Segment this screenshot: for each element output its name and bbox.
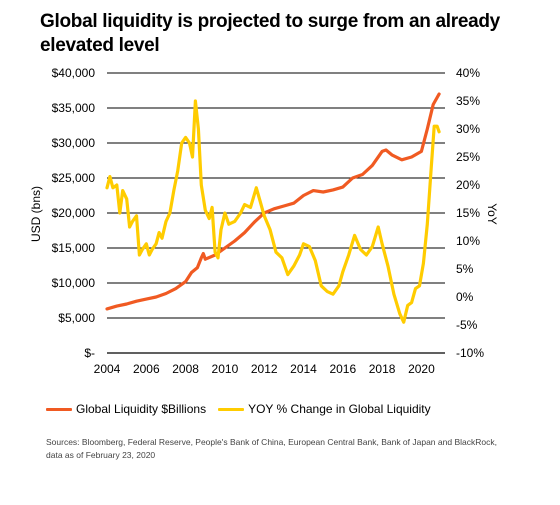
y-tick-label: $20,000	[52, 206, 96, 220]
x-tick-label: 2010	[212, 362, 239, 376]
x-tick-label: 2008	[172, 362, 199, 376]
y2-tick-label: 40%	[456, 66, 480, 80]
y-tick-label: $40,000	[52, 66, 96, 80]
y-tick-label: $15,000	[52, 241, 96, 255]
y-tick-label: $10,000	[52, 276, 96, 290]
legend-swatch-liquidity	[46, 407, 72, 411]
chart-title: Global liquidity is projected to surge f…	[40, 11, 500, 56]
left-axis-ticks: $- $5,000 $10,000 $15,000 $20,000 $25,000 $30,…	[52, 66, 96, 360]
x-tick-label: 2012	[251, 362, 278, 376]
y-tick-label: $5,000	[58, 311, 95, 325]
y2-tick-label: 15%	[456, 206, 480, 220]
x-tick-label: 2014	[290, 362, 317, 376]
left-axis-title: USD (bns)	[29, 186, 43, 242]
y2-tick-label: 35%	[456, 94, 480, 108]
legend-item-yoy: YOY % Change in Global Liquidity	[218, 402, 431, 416]
y2-tick-label: -10%	[456, 346, 484, 360]
series-line-yoy	[105, 99, 441, 324]
legend-swatch-yoy	[218, 407, 245, 411]
source-note: Sources: Bloomberg, Federal Reserve, Peo…	[46, 437, 497, 460]
y2-tick-label: 20%	[456, 178, 480, 192]
x-tick-label: 2016	[329, 362, 356, 376]
legend: Global Liquidity $Billions YOY % Change …	[46, 402, 443, 416]
x-tick-label: 2020	[408, 362, 435, 376]
x-tick-label: 2018	[369, 362, 396, 376]
y2-tick-label: -5%	[456, 318, 478, 332]
y-tick-label: $25,000	[52, 171, 96, 185]
series-line-liquidity	[105, 92, 441, 311]
series-lines	[105, 92, 441, 324]
gridlines	[107, 72, 445, 354]
legend-item-liquidity: Global Liquidity $Billions	[46, 402, 206, 416]
x-axis-ticks: 2004 2006 2008 2010 2012 2014 2016 2018 2020	[94, 362, 435, 376]
y2-tick-label: 5%	[456, 262, 474, 276]
y2-tick-label: 30%	[456, 122, 480, 136]
y2-tick-label: 25%	[456, 150, 480, 164]
legend-label-yoy: YOY % Change in Global Liquidity	[248, 402, 431, 416]
y2-tick-label: 10%	[456, 234, 480, 248]
chart-plot: $- $5,000 $10,000 $15,000 $20,000 $25,000 $30,…	[29, 66, 499, 376]
legend-label-liquidity: Global Liquidity $Billions	[76, 402, 207, 416]
y2-tick-label: 0%	[456, 290, 474, 304]
y-tick-label: $30,000	[52, 136, 96, 150]
x-tick-label: 2004	[94, 362, 121, 376]
right-axis-ticks: -10% -5% 0% 5% 10% 15% 20% 25% 30% 35% 40%	[456, 66, 484, 360]
y-tick-label: $35,000	[52, 101, 96, 115]
y-tick-label: $-	[84, 346, 95, 360]
x-tick-label: 2006	[133, 362, 160, 376]
right-axis-title: YoY	[485, 203, 499, 225]
